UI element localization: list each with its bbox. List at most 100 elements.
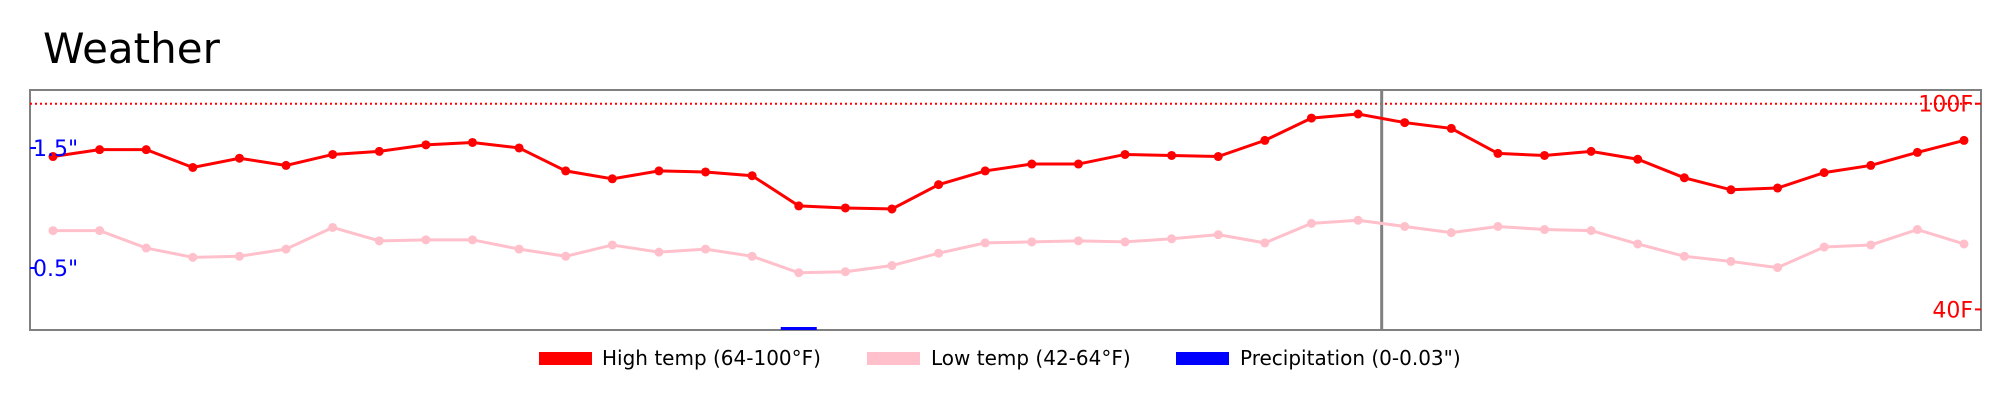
high-temp-point-25 — [1167, 150, 1177, 160]
high-temp-point-32 — [1493, 148, 1503, 158]
low-temp-point-8 — [374, 236, 384, 246]
high-temp-point-24 — [1120, 149, 1130, 159]
high-temp-series — [48, 109, 1969, 214]
low-temp-point-4 — [188, 252, 198, 262]
low-temp-point-41 — [1912, 225, 1922, 235]
low-temp-point-26 — [1213, 230, 1223, 240]
high-temp-point-13 — [607, 174, 617, 184]
low-temp-point-23 — [1073, 236, 1083, 246]
high-temp-point-22 — [1027, 159, 1037, 169]
low-temp-point-6 — [281, 244, 291, 254]
low-temp-point-42 — [1959, 239, 1969, 249]
high-temp-point-42 — [1959, 135, 1969, 145]
high-temp-point-2 — [95, 145, 105, 155]
high-temp-point-10 — [467, 137, 477, 147]
low-temp-point-3 — [141, 243, 151, 253]
high-temp-point-7 — [328, 149, 338, 159]
low-temp-point-1 — [48, 226, 58, 236]
low-temp-point-19 — [887, 261, 897, 271]
low-temp-point-33 — [1540, 225, 1550, 235]
high-temp-point-28 — [1306, 113, 1316, 123]
low-temp-point-27 — [1260, 238, 1270, 248]
legend-swatch-high-temp — [539, 352, 592, 365]
low-temp-point-7 — [328, 222, 338, 232]
low-temp-point-25 — [1167, 234, 1177, 244]
low-temp-point-37 — [1726, 256, 1736, 266]
low-temp-point-36 — [1679, 251, 1689, 261]
low-temp-point-10 — [467, 235, 477, 245]
low-temp-point-29 — [1353, 215, 1363, 225]
low-temp-point-22 — [1027, 237, 1037, 247]
high-temp-point-4 — [188, 162, 198, 172]
high-temp-line — [52, 112, 1965, 211]
precip-bar-17 — [780, 327, 817, 330]
low-temp-point-28 — [1306, 218, 1316, 228]
low-temp-point-11 — [514, 244, 524, 254]
low-temp-point-16 — [747, 251, 757, 261]
high-temp-point-3 — [141, 145, 151, 155]
right-tick-label-100f: 100F — [1918, 93, 1973, 118]
low-temp-point-18 — [840, 267, 850, 277]
low-temp-point-39 — [1819, 242, 1829, 252]
low-temp-point-21 — [980, 238, 990, 248]
high-temp-point-9 — [421, 140, 431, 150]
low-temp-point-5 — [234, 251, 244, 261]
low-temp-point-14 — [654, 247, 664, 257]
high-temp-point-37 — [1726, 185, 1736, 195]
high-temp-point-5 — [234, 153, 244, 163]
high-temp-point-26 — [1213, 152, 1223, 162]
low-temp-point-17 — [794, 268, 804, 278]
left-tick-label-1-5: 1.5" — [33, 137, 78, 162]
low-temp-point-34 — [1586, 226, 1596, 236]
high-temp-point-34 — [1586, 146, 1596, 156]
low-temp-point-12 — [561, 251, 571, 261]
high-temp-point-35 — [1633, 154, 1643, 164]
low-temp-point-15 — [701, 244, 711, 254]
high-temp-point-41 — [1912, 147, 1922, 157]
high-temp-point-23 — [1073, 159, 1083, 169]
high-temp-point-36 — [1679, 173, 1689, 183]
legend-label-precipitation: Precipitation (0-0.03") — [1240, 346, 1461, 370]
legend-swatch-precipitation — [1176, 352, 1229, 365]
legend-label-low-temp: Low temp (42-64°F) — [931, 346, 1131, 370]
high-temp-point-31 — [1446, 123, 1456, 133]
low-temp-point-31 — [1446, 228, 1456, 238]
low-temp-series — [48, 215, 1969, 278]
high-temp-point-38 — [1773, 183, 1783, 193]
legend-label-high-temp: High temp (64-100°F) — [602, 346, 821, 370]
high-temp-point-6 — [281, 160, 291, 170]
low-temp-point-9 — [421, 235, 431, 245]
high-temp-point-14 — [654, 166, 664, 176]
left-tick-label-0-5: 0.5" — [33, 257, 78, 282]
legend: High temp (64-100°F) Low temp (42-64°F) … — [539, 346, 1461, 370]
precipitation-series — [780, 327, 817, 330]
high-temp-point-40 — [1866, 160, 1876, 170]
high-temp-point-17 — [794, 201, 804, 211]
high-temp-point-8 — [374, 146, 384, 156]
low-temp-point-30 — [1400, 221, 1410, 231]
legend-swatch-low-temp — [867, 352, 920, 365]
low-temp-point-24 — [1120, 237, 1130, 247]
high-temp-point-33 — [1540, 150, 1550, 160]
low-temp-point-20 — [934, 248, 944, 258]
high-temp-point-12 — [561, 166, 571, 176]
low-temp-point-38 — [1773, 263, 1783, 273]
plot-frame — [29, 89, 1982, 331]
high-temp-point-21 — [980, 166, 990, 176]
high-temp-point-29 — [1353, 109, 1363, 119]
high-temp-point-18 — [840, 203, 850, 213]
low-temp-point-35 — [1633, 239, 1643, 249]
high-temp-point-30 — [1400, 118, 1410, 128]
high-temp-point-11 — [514, 143, 524, 153]
low-temp-line — [53, 218, 1965, 275]
low-temp-point-2 — [95, 226, 105, 236]
high-temp-point-19 — [887, 204, 897, 214]
high-temp-point-15 — [701, 167, 711, 177]
low-temp-point-32 — [1493, 221, 1503, 231]
low-temp-point-40 — [1866, 240, 1876, 250]
high-temp-point-1 — [48, 152, 58, 162]
right-tick-label-40f: 40F — [1932, 298, 1973, 323]
high-temp-point-20 — [934, 180, 944, 190]
chart-title: Weather — [43, 24, 221, 73]
